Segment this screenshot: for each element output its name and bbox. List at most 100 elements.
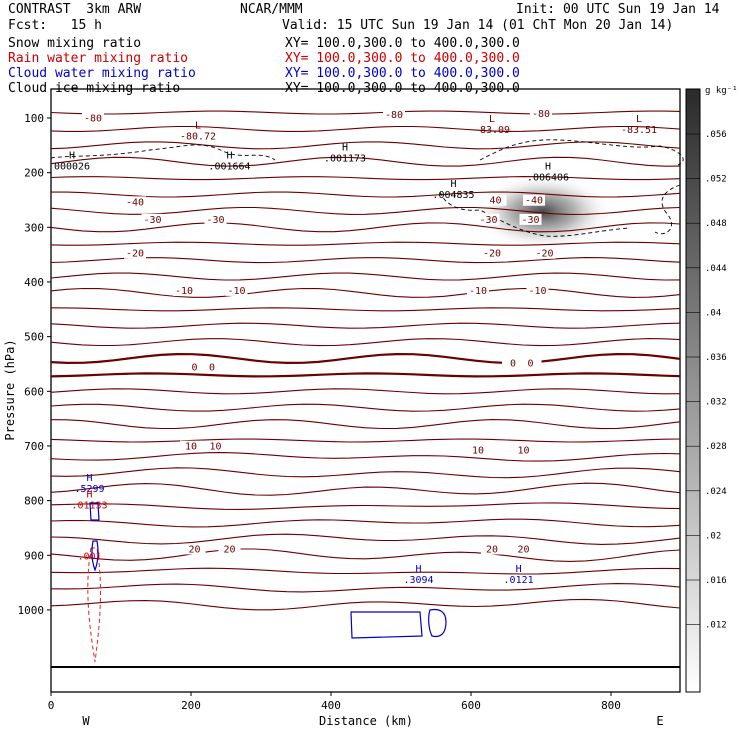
extremum-value: -83.09 <box>474 125 510 136</box>
contour-label-bg <box>477 213 500 225</box>
colorbar <box>685 88 701 693</box>
isotherm-line <box>50 548 681 562</box>
contour-label-bg <box>467 444 489 456</box>
contour-label-bg <box>183 543 206 555</box>
valid-time: Valid: 15 UTC Sun 19 Jan 14 (01 ChT Mon … <box>282 18 674 33</box>
y-tick-label: 1000 <box>18 604 45 617</box>
isotherm-line <box>50 125 681 132</box>
colorbar-ticks: .056 .052 .048 .044 .04 .036 .032 .028 .024 .02 .0… <box>686 130 727 631</box>
isotherm-label: 20 <box>188 544 200 555</box>
contour-label-bg <box>124 196 146 208</box>
contour-label-bg <box>512 543 535 555</box>
forecast-hour: Fcst: 15 h <box>8 18 102 33</box>
extremum-value: .3094 <box>403 575 433 586</box>
field-snow-label: Snow mixing ratio <box>8 36 142 51</box>
isotherm-line <box>50 502 681 510</box>
extremum-value: 000026 <box>54 161 90 172</box>
isotherm-line <box>50 438 681 443</box>
colorbar-unit: g kg⁻¹ <box>705 86 738 96</box>
colorbar-tick-label: .044 <box>705 264 727 274</box>
isotherm-line <box>50 567 681 575</box>
isotherm-label: -10 <box>227 286 245 297</box>
contour-label-bg <box>82 112 104 124</box>
isotherm-label: -80 <box>84 114 102 125</box>
field-rain-xy: XY= 100.0,300.0 to 400.0,300.0 <box>285 51 520 66</box>
extremum-type: H <box>86 489 92 500</box>
isotherm-label: 20 <box>223 544 235 555</box>
isotherm-label: -30 <box>479 215 497 226</box>
y-tick-label: 500 <box>24 331 44 344</box>
org-label: NCAR/MMM <box>240 2 303 17</box>
isotherm-label: -10 <box>528 286 546 297</box>
isotherm-line <box>50 206 681 215</box>
isotherm-label: 20 <box>486 544 498 555</box>
extremum-value: .0121 <box>504 575 534 586</box>
colorbar-tick-label: .048 <box>705 219 727 229</box>
east-label: E <box>656 714 663 728</box>
colorbar-tick-label: .056 <box>705 130 727 140</box>
y-axis-title: Pressure (hPa) <box>3 339 17 440</box>
isotherm-label: 10 <box>185 442 197 453</box>
isotherm-line <box>50 598 681 611</box>
isotherm-line <box>50 176 681 181</box>
isotherm-line <box>50 338 681 347</box>
isotherm-line <box>50 388 681 395</box>
extremum-type: H <box>545 161 551 172</box>
y-tick-label: 700 <box>24 440 44 453</box>
isotherm-line <box>50 272 681 281</box>
field-cloudwater-label: Cloud water mixing ratio <box>8 66 196 81</box>
field-snow-xy: XY= 100.0,300.0 to 400.0,300.0 <box>285 36 520 51</box>
extremum-value: .006406 <box>527 172 569 183</box>
contour-label-bg <box>173 284 195 296</box>
isotherm-line <box>50 307 681 312</box>
snow-shading <box>473 174 613 250</box>
extremum-type: H <box>342 142 348 153</box>
cloud-water-contour-east <box>350 608 447 639</box>
isotherm-lines <box>50 110 681 611</box>
contour-label-bg <box>141 213 164 225</box>
y-tick-label: 200 <box>24 167 44 180</box>
contour-labels: -80 -80 -80 -40 40 -40 -30 -30 -30 -30 -20 -20 -20 -1… <box>77 107 556 562</box>
isotherm-line <box>50 467 681 479</box>
colorbar-tick-label: .028 <box>705 442 727 452</box>
colorbar-tick-label: .024 <box>705 487 727 497</box>
isotherm-label: -10 <box>469 286 487 297</box>
isotherm-line <box>50 222 681 233</box>
extremum-type: L <box>636 114 642 125</box>
extremum-type: H <box>516 564 522 575</box>
isotherm-line <box>50 533 681 545</box>
isotherm-label: -10 <box>175 286 193 297</box>
y-axis: 100 200 300 400 500 600 700 800 900 1000 <box>18 112 51 617</box>
isotherm-label: -20 <box>535 249 553 260</box>
field-rain-label: Rain water mixing ratio <box>8 51 189 66</box>
isotherm-line <box>50 518 681 528</box>
contour-label-bg <box>512 444 535 456</box>
extremum-value: .5299 <box>74 484 104 495</box>
isotherm-line <box>50 110 681 115</box>
x-axis-title: Distance (km) <box>319 714 413 728</box>
isotherm-label: 0 <box>209 362 215 373</box>
contour-label-bg <box>218 543 241 555</box>
cloud-ice-contour <box>50 139 684 237</box>
isotherm-label: 0 <box>510 359 516 370</box>
contour-label-bg <box>204 440 227 452</box>
colorbar-tick-label: .012 <box>705 621 727 631</box>
extremum-value: .004835 <box>432 190 474 201</box>
extremum-type: L <box>195 120 201 131</box>
isotherm-label: 0 <box>527 359 533 370</box>
extremum-value: -80.72 <box>180 131 216 142</box>
y-tick-label: 400 <box>24 276 44 289</box>
extremum-type: H <box>226 150 232 161</box>
init-time: Init: 00 UTC Sun 19 Jan 14 <box>516 2 720 17</box>
isotherm-label: -30 <box>143 215 161 226</box>
y-tick-label: 300 <box>24 221 44 234</box>
contour-label-bg <box>201 361 223 373</box>
isotherm-line <box>50 322 681 329</box>
y-tick-label: 100 <box>24 112 44 125</box>
contour-label-bg <box>383 108 405 120</box>
isotherm-label: 10 <box>517 446 529 457</box>
colorbar-tick-label: .032 <box>705 398 727 408</box>
contour-label-bg <box>183 361 206 373</box>
x-axis: 0 200 400 600 800 <box>48 692 621 712</box>
